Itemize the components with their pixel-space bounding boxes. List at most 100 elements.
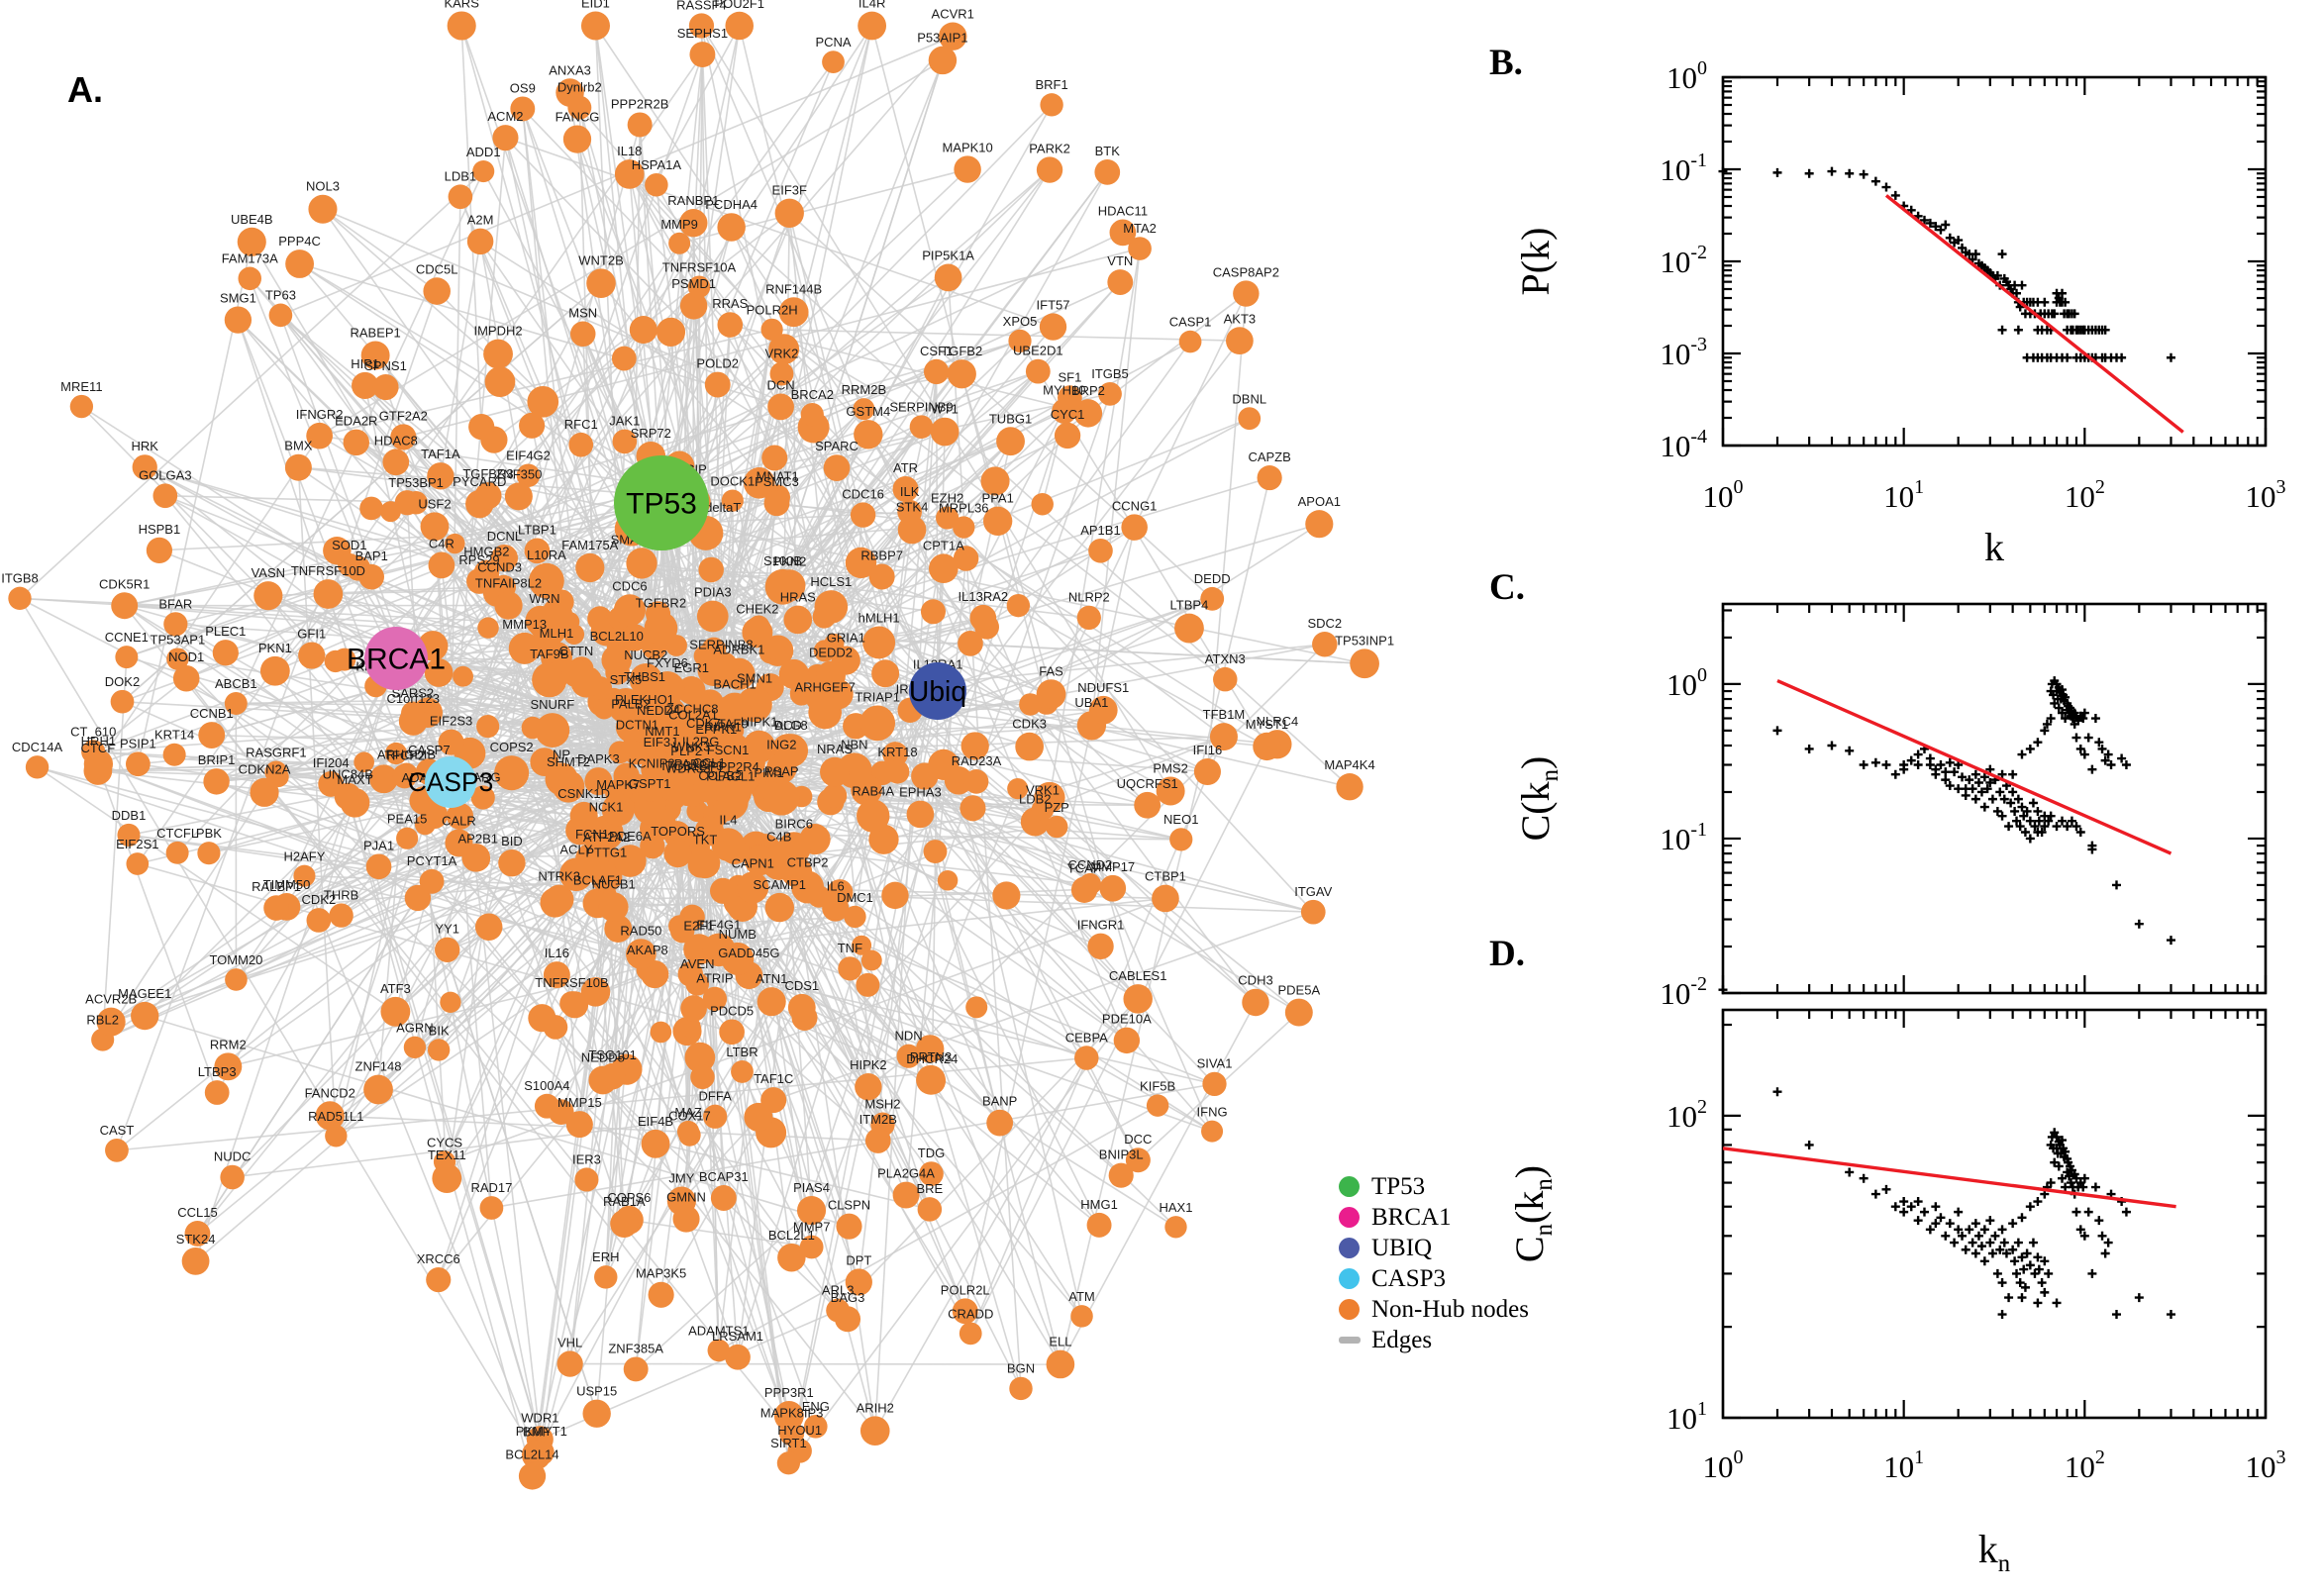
network-node[interactable] [575, 842, 609, 876]
network-node[interactable] [953, 516, 975, 539]
network-node[interactable] [358, 563, 384, 590]
network-node[interactable] [313, 579, 344, 609]
network-node[interactable] [508, 632, 541, 664]
network-node[interactable] [852, 935, 872, 955]
network-node[interactable] [483, 339, 513, 369]
network-node[interactable] [773, 1401, 804, 1431]
network-node[interactable] [382, 449, 410, 476]
network-node[interactable] [626, 939, 656, 969]
network-node[interactable] [822, 783, 848, 809]
network-node[interactable] [685, 971, 710, 996]
network-node[interactable] [783, 605, 813, 635]
network-node[interactable] [582, 1399, 611, 1428]
hub-node-tp53[interactable] [614, 455, 709, 550]
network-node[interactable] [432, 1163, 462, 1194]
network-node[interactable] [1036, 679, 1066, 710]
network-node[interactable] [1305, 510, 1334, 539]
network-node[interactable] [184, 1220, 211, 1247]
network-node[interactable] [534, 1093, 559, 1119]
network-node[interactable] [424, 658, 454, 687]
network-node[interactable] [760, 1087, 787, 1114]
network-node[interactable] [1213, 666, 1238, 692]
network-node[interactable] [535, 713, 570, 748]
network-node[interactable] [920, 599, 946, 625]
network-node[interactable] [731, 1059, 754, 1083]
network-node[interactable] [1146, 1094, 1169, 1117]
network-node[interactable] [702, 933, 736, 967]
network-node[interactable] [929, 553, 959, 584]
network-node[interactable] [224, 306, 252, 334]
network-node[interactable] [404, 491, 428, 515]
network-node[interactable] [225, 968, 248, 991]
network-node[interactable] [703, 652, 739, 688]
network-node[interactable] [906, 800, 935, 829]
network-node[interactable] [445, 533, 465, 554]
network-node[interactable] [1253, 732, 1281, 761]
network-node[interactable] [285, 249, 315, 278]
network-node[interactable] [575, 552, 605, 583]
network-node[interactable] [126, 751, 151, 777]
network-node[interactable] [704, 371, 731, 398]
network-node[interactable] [668, 232, 691, 254]
network-node[interactable] [767, 393, 794, 421]
network-node[interactable] [1128, 237, 1152, 260]
network-node[interactable] [761, 845, 797, 881]
network-node[interactable] [404, 884, 432, 912]
network-node[interactable] [527, 385, 559, 418]
network-node[interactable] [892, 1181, 920, 1209]
network-node[interactable] [516, 463, 541, 488]
network-node[interactable] [1058, 385, 1082, 411]
network-node[interactable] [428, 551, 455, 579]
network-node[interactable] [679, 209, 708, 238]
network-node[interactable] [853, 398, 875, 421]
network-node[interactable] [689, 848, 721, 879]
network-node[interactable] [787, 993, 816, 1022]
network-node[interactable] [768, 334, 800, 365]
network-node[interactable] [862, 626, 896, 659]
network-node[interactable] [742, 617, 773, 648]
network-node[interactable] [352, 371, 379, 400]
network-node[interactable] [115, 646, 139, 669]
network-node[interactable] [565, 1111, 593, 1139]
network-node[interactable] [707, 1339, 731, 1362]
network-node[interactable] [761, 445, 788, 471]
network-node[interactable] [25, 755, 50, 779]
network-node[interactable] [804, 1415, 828, 1439]
network-node[interactable] [850, 502, 876, 528]
network-node[interactable] [354, 751, 374, 773]
network-node[interactable] [293, 864, 316, 887]
network-node[interactable] [559, 991, 584, 1016]
network-node[interactable] [1123, 984, 1153, 1014]
network-node[interactable] [1108, 1162, 1134, 1188]
network-node[interactable] [435, 937, 460, 963]
network-node[interactable] [594, 1265, 618, 1289]
network-node[interactable] [719, 1019, 745, 1046]
network-node[interactable] [544, 884, 574, 915]
network-node[interactable] [604, 915, 633, 943]
network-node[interactable] [1174, 613, 1204, 644]
network-node[interactable] [568, 432, 594, 457]
network-node[interactable] [1039, 313, 1067, 341]
network-node[interactable] [959, 1322, 982, 1346]
network-node[interactable] [253, 581, 283, 611]
network-node[interactable] [614, 845, 647, 877]
network-node[interactable] [703, 1104, 728, 1129]
network-node[interactable] [126, 852, 150, 875]
network-node[interactable] [808, 695, 843, 730]
network-node[interactable] [776, 1451, 801, 1475]
network-node[interactable] [598, 892, 629, 923]
network-node[interactable] [214, 1052, 243, 1081]
network-node[interactable] [204, 1080, 230, 1105]
network-node[interactable] [952, 1298, 978, 1325]
network-node[interactable] [690, 1064, 715, 1090]
network-node[interactable] [678, 723, 708, 752]
network-node[interactable] [911, 762, 939, 790]
network-node[interactable] [629, 316, 657, 345]
network-node[interactable] [648, 1281, 674, 1308]
network-node[interactable] [237, 227, 266, 256]
network-node[interactable] [1025, 358, 1051, 384]
network-node[interactable] [711, 828, 746, 861]
network-node[interactable] [1070, 876, 1098, 903]
network-node[interactable] [308, 194, 338, 224]
network-node[interactable] [315, 1101, 345, 1131]
